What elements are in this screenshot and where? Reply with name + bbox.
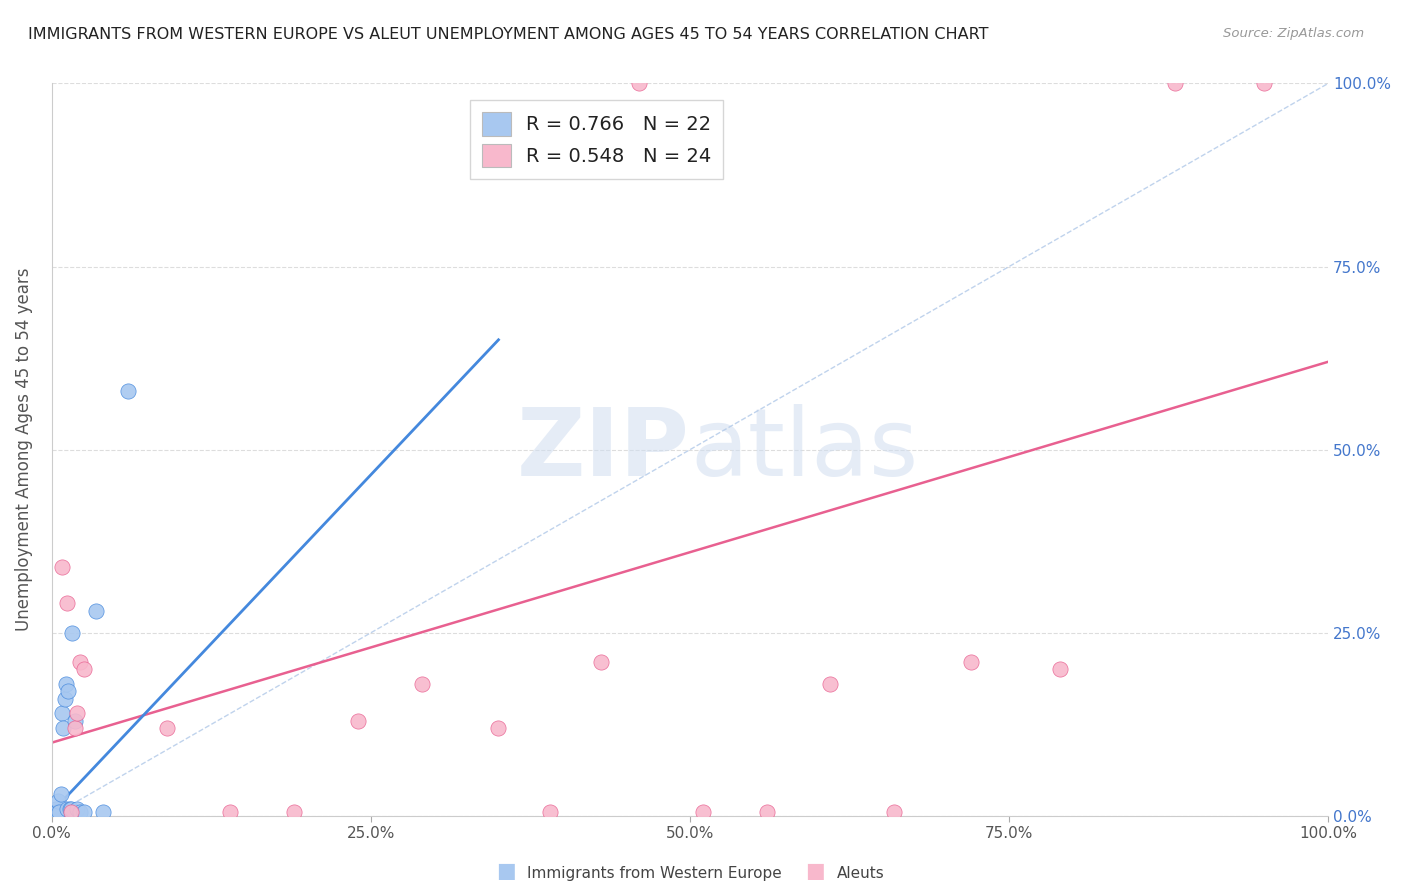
Point [58, 684, 80, 698]
Point [53, 691, 76, 706]
Point [49, 787, 72, 801]
Point [627, 77, 650, 91]
Y-axis label: Unemployment Among Ages 45 to 54 years: Unemployment Among Ages 45 to 54 years [15, 268, 32, 632]
Point [59, 805, 82, 820]
Point [959, 655, 981, 669]
Point [52, 721, 75, 735]
Point [59, 801, 82, 815]
Point [488, 721, 510, 735]
Point [59, 801, 82, 815]
Point [45, 801, 67, 815]
Point [69, 655, 91, 669]
Point [589, 655, 612, 669]
Point [283, 805, 305, 820]
Point [66, 706, 89, 721]
Point [66, 801, 89, 815]
Point [1253, 77, 1275, 91]
Text: atlas: atlas [690, 404, 918, 496]
Text: Source: ZipAtlas.com: Source: ZipAtlas.com [1223, 27, 1364, 40]
Point [883, 805, 905, 820]
Point [219, 805, 242, 820]
Point [117, 384, 139, 398]
Point [411, 677, 433, 691]
Point [48, 805, 70, 820]
Point [55, 677, 77, 691]
Point [86, 604, 108, 618]
Text: ■: ■ [806, 862, 825, 881]
Point [44, 805, 66, 820]
Point [51, 559, 73, 574]
Legend: R = 0.766   N = 22, R = 0.548   N = 24: R = 0.766 N = 22, R = 0.548 N = 24 [470, 101, 723, 179]
Text: ■: ■ [496, 862, 516, 881]
Point [692, 805, 714, 820]
Point [538, 805, 561, 820]
Point [56, 597, 79, 611]
Point [820, 677, 842, 691]
Point [45, 805, 67, 820]
Point [91, 805, 114, 820]
Point [46, 794, 69, 808]
Point [56, 801, 79, 815]
Point [73, 805, 96, 820]
Text: IMMIGRANTS FROM WESTERN EUROPE VS ALEUT UNEMPLOYMENT AMONG AGES 45 TO 54 YEARS C: IMMIGRANTS FROM WESTERN EUROPE VS ALEUT … [28, 27, 988, 42]
Text: ZIP: ZIP [517, 404, 690, 496]
Point [73, 662, 96, 676]
Point [63, 714, 86, 728]
Point [755, 805, 778, 820]
Point [1049, 662, 1071, 676]
Point [51, 706, 73, 721]
Text: Aleuts: Aleuts [837, 866, 884, 881]
Text: Immigrants from Western Europe: Immigrants from Western Europe [527, 866, 782, 881]
Point [347, 714, 370, 728]
Point [63, 721, 86, 735]
Point [60, 625, 83, 640]
Point [1164, 77, 1187, 91]
Point [156, 721, 179, 735]
Point [69, 805, 91, 820]
